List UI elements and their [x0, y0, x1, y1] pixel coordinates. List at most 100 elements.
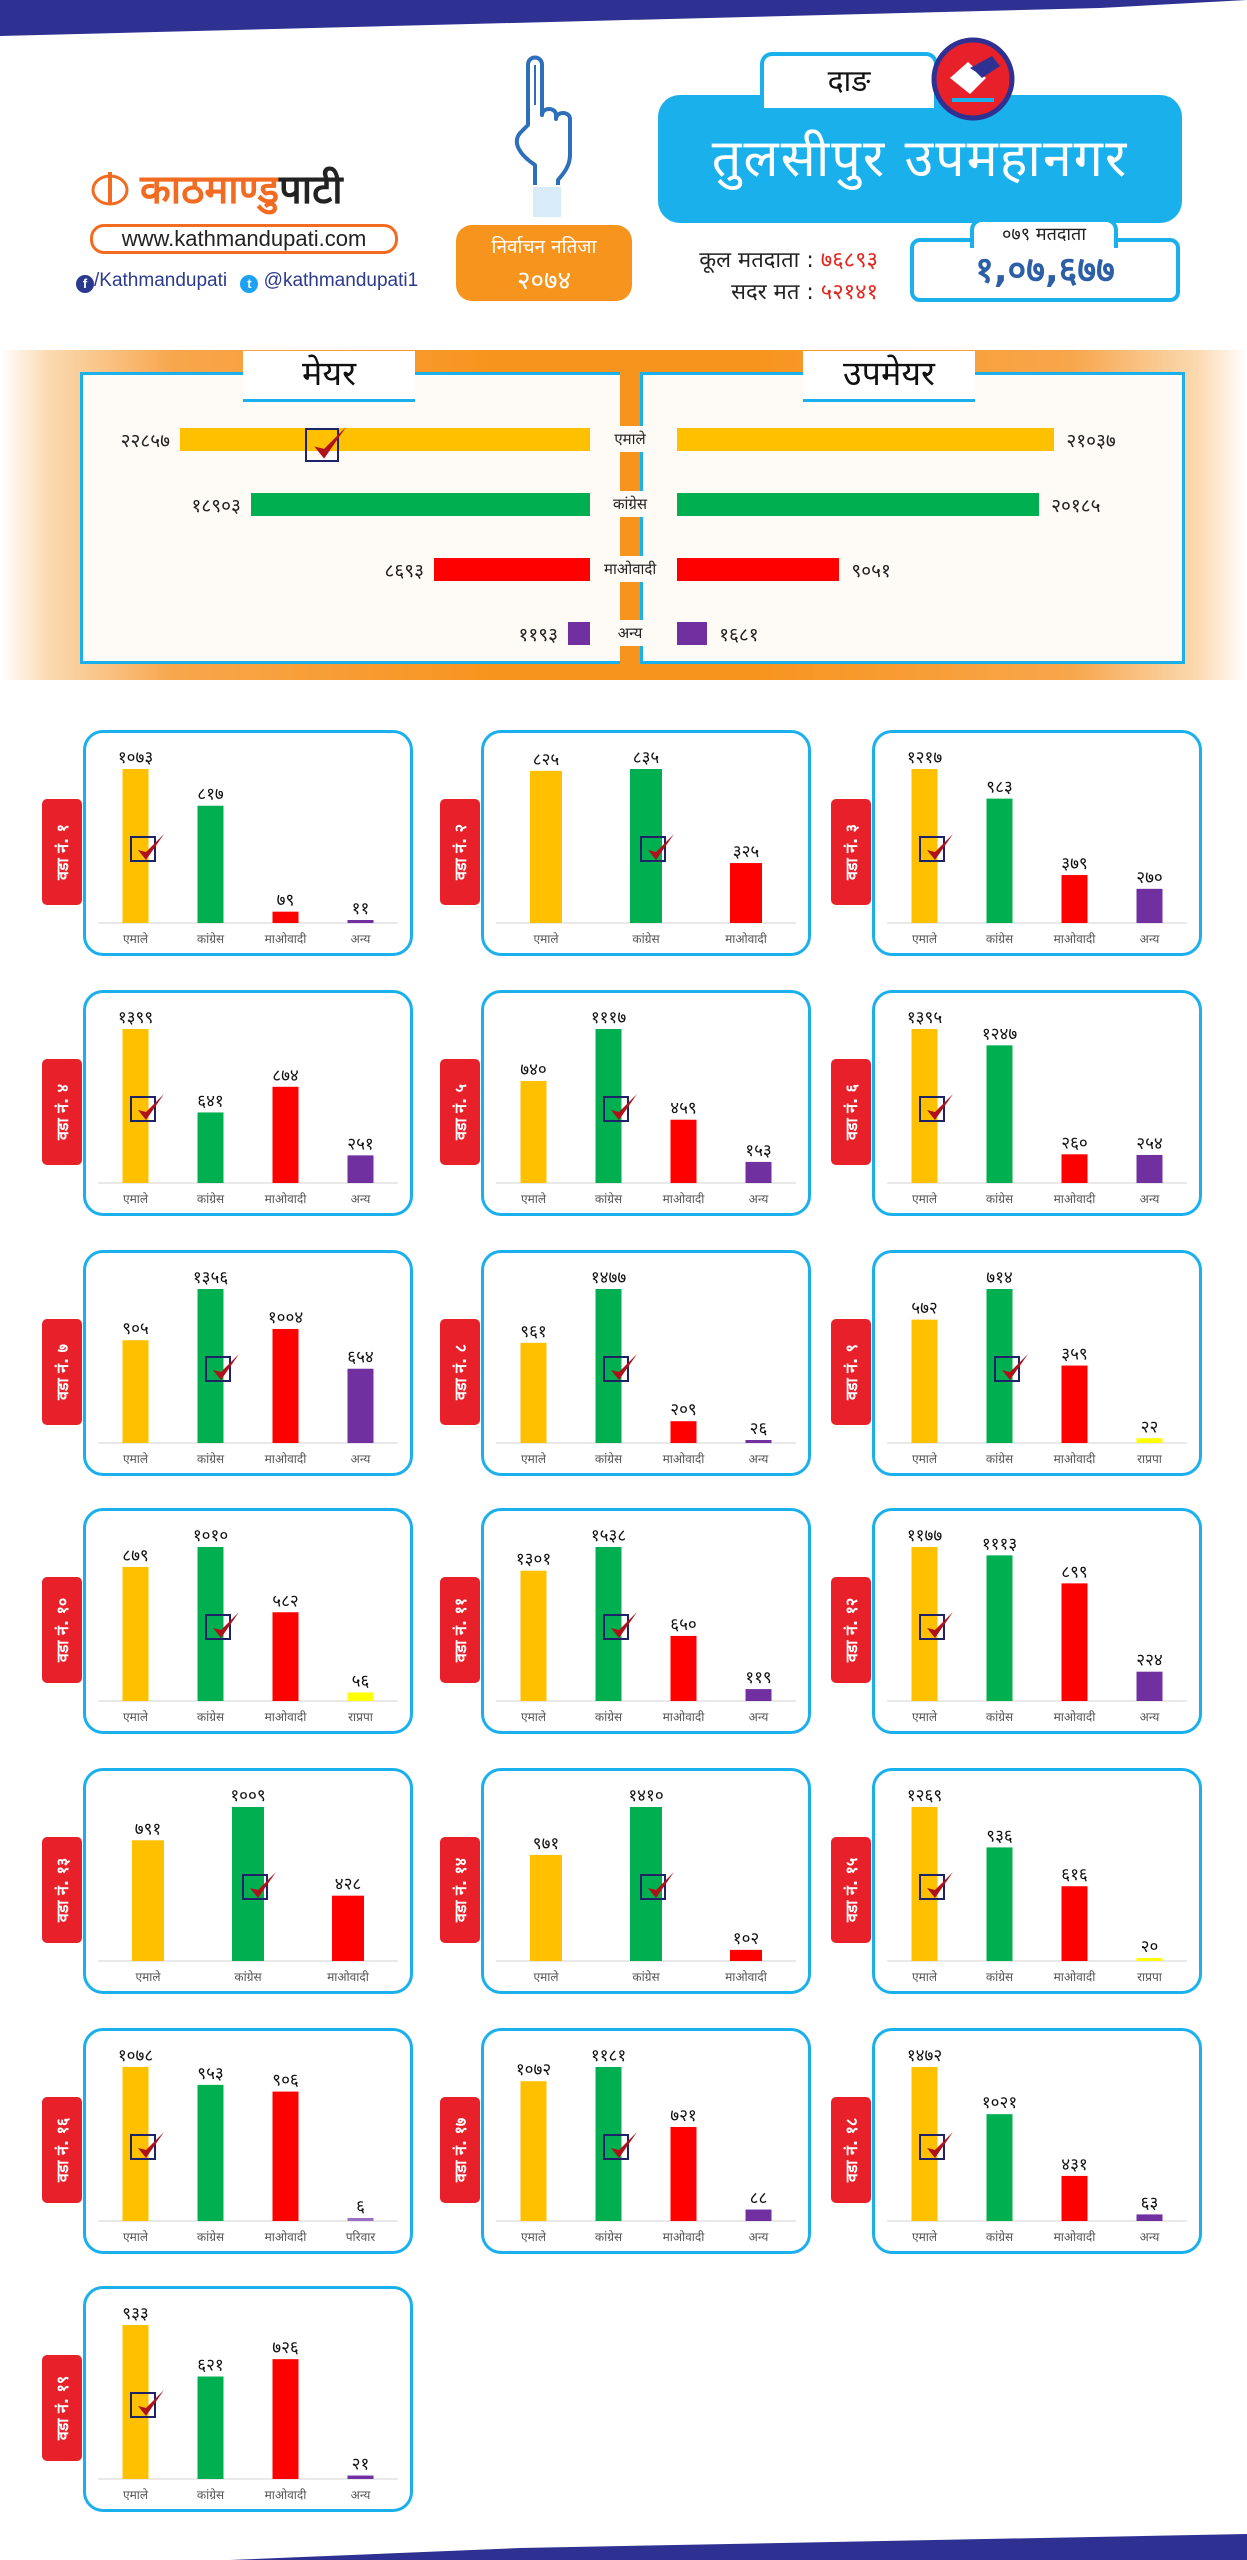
category-label: कांग्रेस	[986, 1710, 1014, 1724]
category-label: एमाले	[123, 2230, 149, 2244]
category-label: कांग्रेस	[986, 1452, 1014, 1466]
bar-value-label: २१	[352, 2455, 370, 2475]
brand-name-part1: काठमाण्डु	[140, 167, 279, 213]
facebook-link[interactable]: /Kathmandupati	[94, 270, 228, 291]
category-label: कांग्रेस	[197, 1192, 225, 1206]
ward-title: वडा नं. १८	[842, 2117, 861, 2183]
category-label: एमाले	[533, 1970, 559, 1984]
ward-title: वडा नं. १३	[53, 1857, 72, 1923]
mayor-value-label: २२८५७	[120, 430, 170, 452]
ward-card: वडा नं. १८ १४७२ एमाले १०२१ कांग्रेस ४३१ माओवाद…	[831, 2028, 1202, 2254]
category-label: माओवादी	[1054, 932, 1097, 946]
category-label: अन्य	[1140, 1710, 1161, 1724]
ward-tag: वडा नं. १०	[42, 1577, 82, 1683]
bar-value-label: ४५९	[670, 1099, 697, 1119]
category-label: अन्य	[351, 1192, 372, 1206]
bar	[122, 2067, 149, 2221]
bar-value-label: ९०६	[272, 2071, 299, 2091]
bar-value-label: ११	[352, 899, 370, 919]
category-label: एमाले	[123, 1192, 149, 1206]
ward-tag: वडा नं. १४	[440, 1837, 480, 1943]
ward-tag: वडा नं. ११	[440, 1577, 480, 1683]
winner-check	[602, 1354, 637, 1382]
bar	[232, 1807, 264, 1961]
category-label: अन्य	[351, 1452, 372, 1466]
ward-tag: वडा नं. ५	[440, 1059, 480, 1165]
category-label: एमाले	[912, 2230, 938, 2244]
bar	[1061, 2175, 1088, 2221]
ward-card: वडा नं. २ ८२५ एमाले ८३५ कांग्रेस ३२५ माओवादी	[440, 730, 811, 956]
bar-value-label: २५४	[1136, 1134, 1163, 1154]
bar	[1136, 888, 1163, 923]
mayor-value-label: ११९३	[518, 624, 558, 646]
deputy-value-label: १६८१	[719, 624, 759, 646]
website-link[interactable]: www.kathmandupati.com	[90, 224, 398, 254]
bar-value-label: ४३१	[1061, 2155, 1088, 2175]
total-voters-label: कूल मतदाता	[699, 248, 800, 273]
winner-check	[602, 1612, 637, 1640]
bar	[197, 1112, 224, 1183]
bar	[1061, 875, 1088, 923]
check-mark-icon	[137, 2132, 164, 2158]
deputy-bar-3	[677, 622, 708, 645]
category-label: एमाले	[912, 1192, 938, 1206]
winner-check	[640, 1872, 674, 1900]
ward-title: वडा नं. ५	[451, 1083, 470, 1141]
category-label: कांग्रेस	[595, 1452, 623, 1466]
bar-value-label: १२६९	[907, 1786, 942, 1806]
ward-chart: ९३३ एमाले ६२१ कांग्रेस ७२६ माओवादी २१ अन्य	[98, 2304, 398, 2502]
ward-chart: १०७२ एमाले ११८१ कांग्रेस ७२१ माओवादी ८८ अन्य	[496, 2046, 796, 2244]
category-label: कांग्रेस	[595, 1192, 623, 1206]
bar	[630, 1807, 662, 1961]
bar-value-label: २०	[1141, 1937, 1159, 1957]
bar	[347, 1692, 374, 1701]
ward-title: वडा नं. १५	[842, 1857, 861, 1923]
check-mark-icon	[250, 1872, 276, 1898]
mayor-panel: मेयर	[80, 351, 625, 664]
ward-tag: वडा नं. १९	[42, 2355, 82, 2461]
ward-card: वडा नं. ८ ९६१ एमाले १४७७ कांग्रेस २०९ माओवादी २…	[440, 1250, 811, 1476]
ward-chart: १०७८ एमाले ९५३ कांग्रेस ९०६ माओवादी ६ परिवार	[98, 2046, 398, 2244]
bar-value-label: ५६	[352, 1671, 370, 1691]
deputy-bar-2	[677, 558, 840, 581]
ward-title: वडा नं. १२	[842, 1597, 861, 1663]
bar-value-label: १४७२	[907, 2046, 942, 2066]
bar-value-label: ८७४	[272, 1066, 299, 1086]
brand-logo: काठमाण्डुपाटी	[90, 160, 410, 220]
winner-check	[918, 2132, 953, 2160]
voters-079-label: ०७९ मतदाता	[970, 218, 1118, 248]
bar-value-label: ११९	[745, 1668, 772, 1688]
ward-card: वडा नं. ४ १३९९ एमाले ६४१ कांग्रेस ८७४ माओवादी २…	[42, 990, 413, 1216]
category-label: एमाले	[521, 1452, 547, 1466]
bar	[272, 1612, 299, 1701]
ward-title: वडा नं. १९	[53, 2375, 72, 2441]
ward-chart: १२१७ एमाले ९८३ कांग्रेस ३७९ माओवादी २७० अन्य	[887, 748, 1187, 946]
ward-chart: १४७२ एमाले १०२१ कांग्रेस ४३१ माओवादी ६३ अन्य	[887, 2046, 1187, 2244]
bar	[1136, 1671, 1163, 1701]
bar	[986, 798, 1013, 923]
bar	[197, 1547, 224, 1701]
category-label: कांग्रेस	[197, 1710, 225, 1724]
category-label: माओवादी	[265, 1452, 308, 1466]
ward-card: वडा नं. ९ ५७२ एमाले ७१४ कांग्रेस ३५९ माओवादी २२…	[831, 1250, 1202, 1476]
bar	[986, 1045, 1013, 1183]
bar	[1061, 1583, 1088, 1701]
check-mark-icon	[137, 2390, 164, 2416]
ward-chart: ८७९ एमाले १०१० कांग्रेस ५८२ माओवादी ५६ राप्रपा	[98, 1526, 398, 1724]
bar	[272, 2359, 299, 2479]
check-mark-icon	[212, 1612, 239, 1638]
ward-title: वडा नं. १७	[451, 2117, 470, 2183]
bar-value-label: ७२६	[272, 2338, 299, 2358]
bar	[347, 2218, 374, 2221]
bar	[520, 1342, 547, 1443]
category-label: एमाले	[912, 1452, 938, 1466]
bar-value-label: २२	[1141, 1417, 1159, 1437]
bar-value-label: १३९५	[907, 1008, 942, 1028]
bar-value-label: ४२८	[335, 1875, 362, 1895]
twitter-link[interactable]: @kathmandupati1	[263, 270, 419, 291]
bar-value-label: ८१७	[197, 785, 224, 805]
category-label: कांग्रेस	[632, 1970, 660, 1984]
bar	[520, 2081, 547, 2221]
bar	[986, 2114, 1013, 2221]
bar-value-label: १०७२	[516, 2060, 551, 2080]
